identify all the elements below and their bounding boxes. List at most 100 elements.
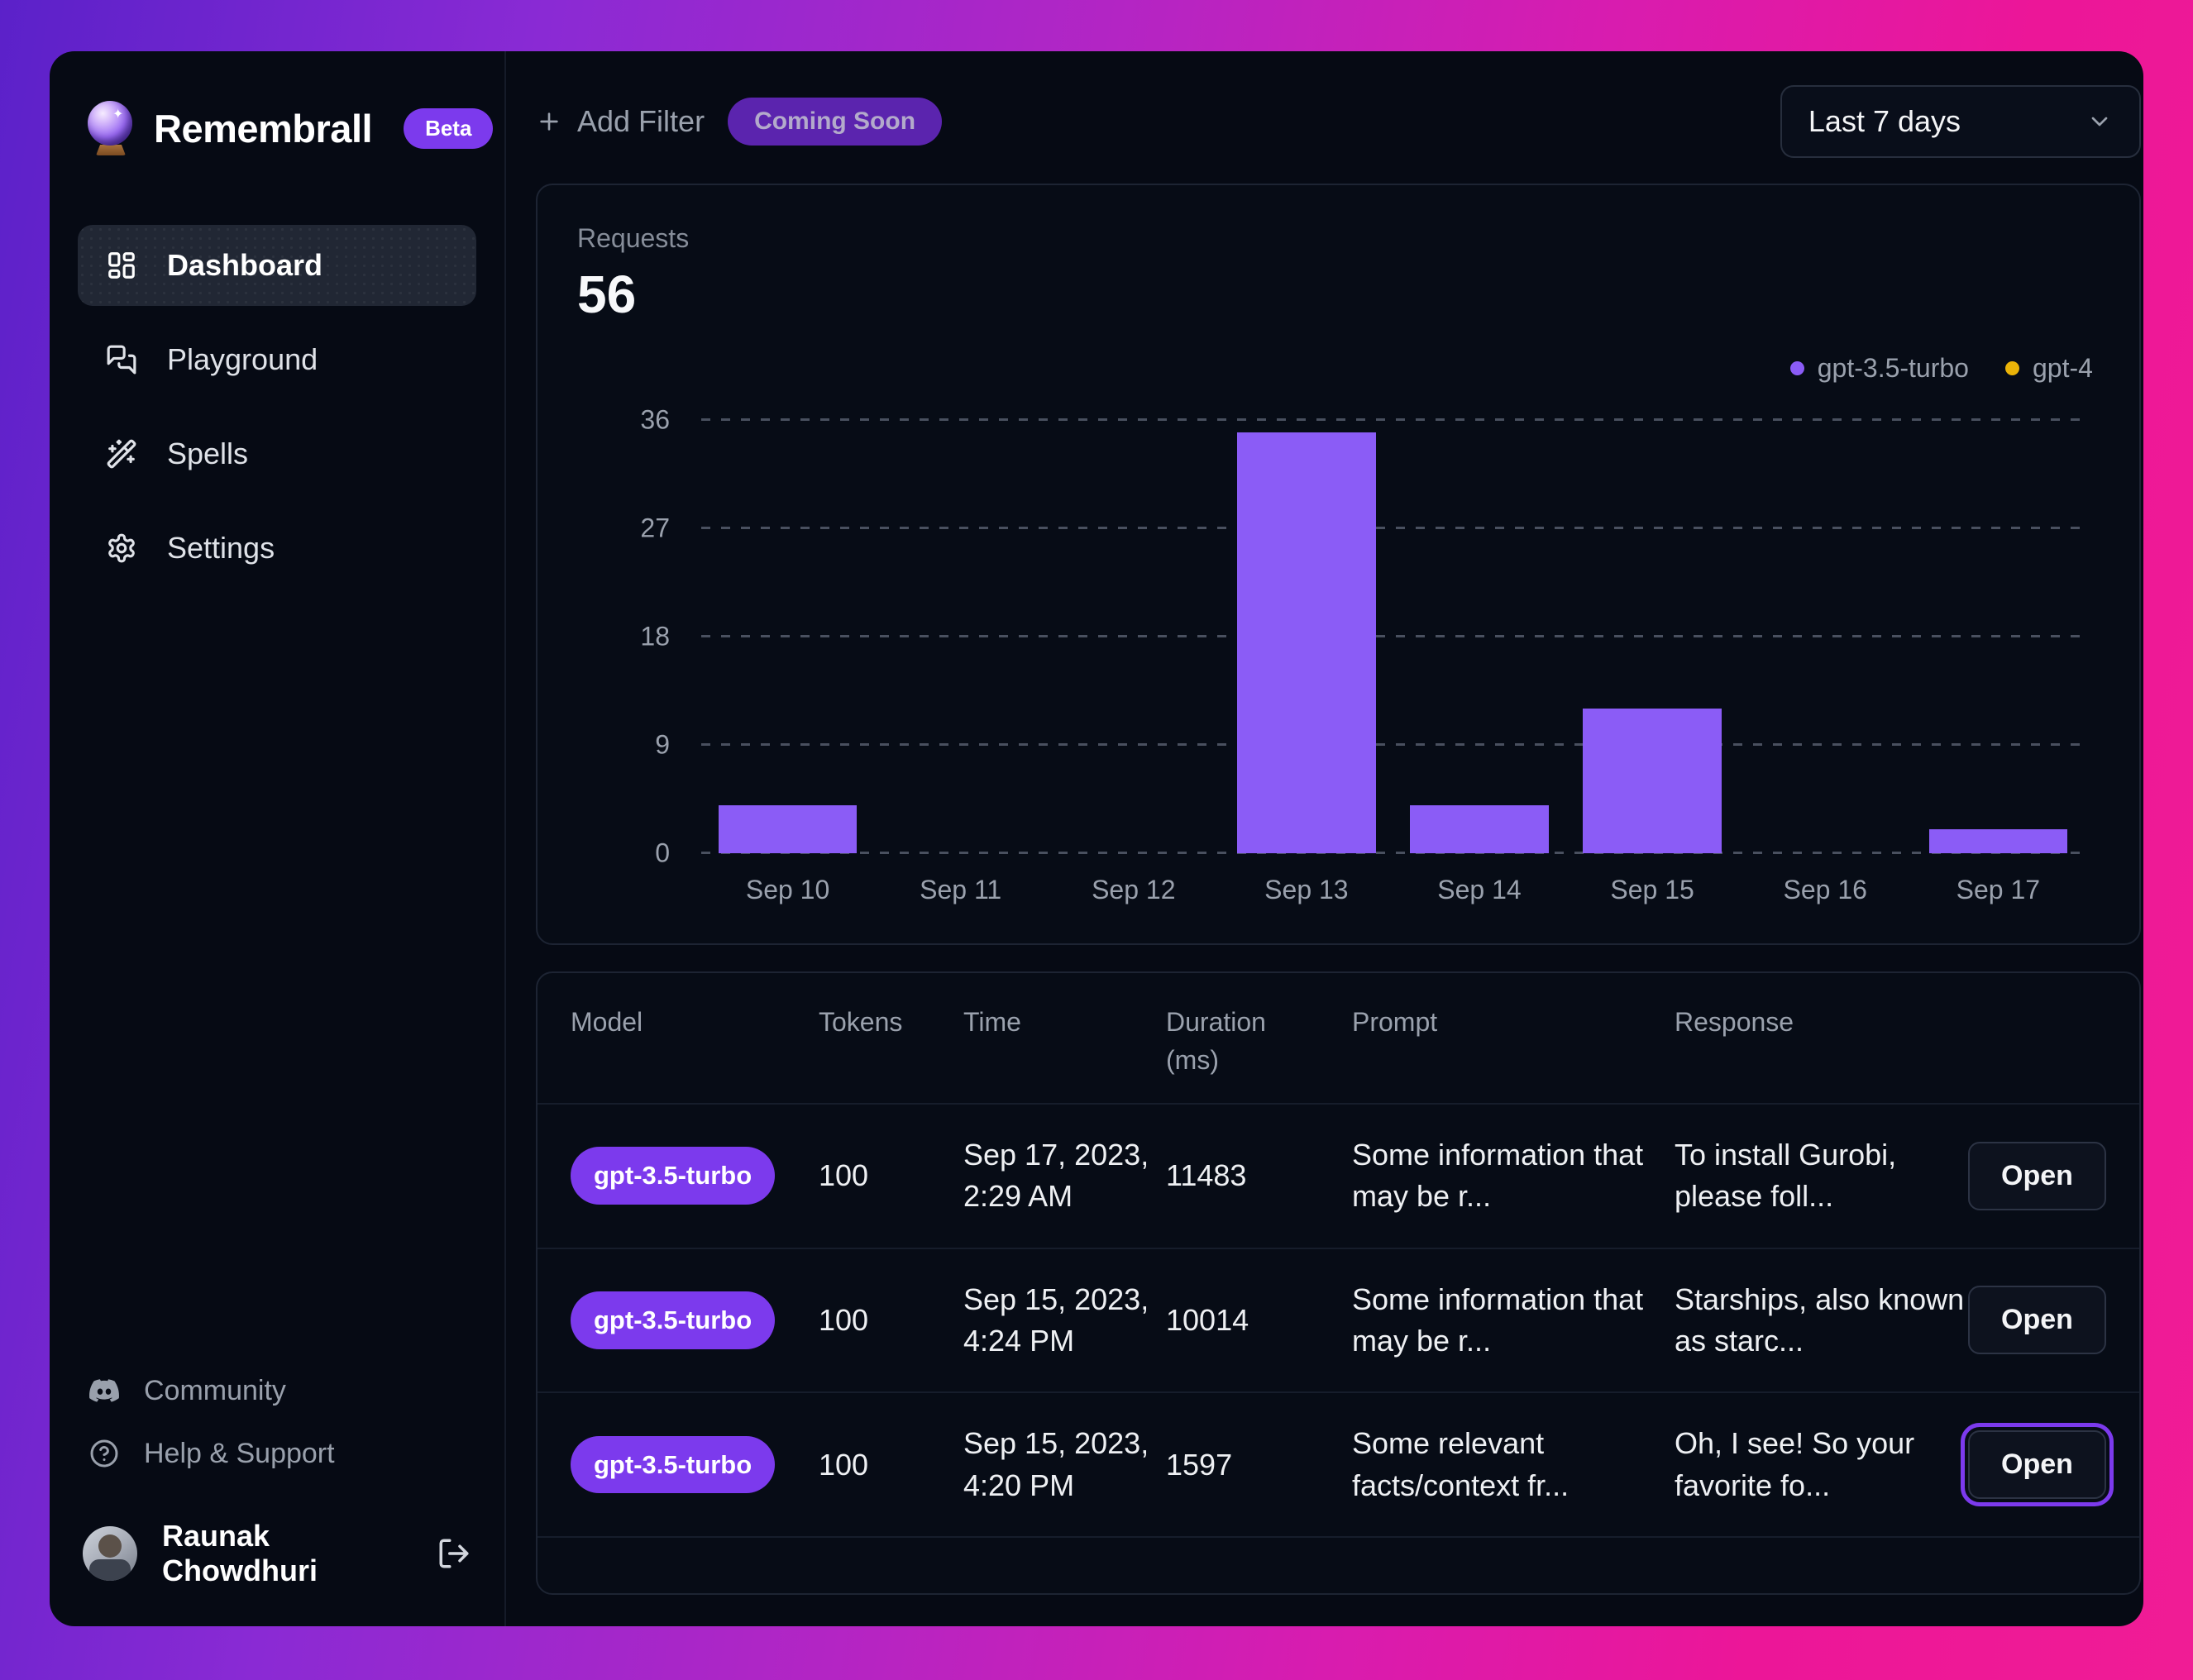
avatar	[83, 1526, 137, 1581]
open-button[interactable]: Open	[1968, 1141, 2106, 1210]
playground-icon	[107, 345, 136, 375]
prompt-cell: Some relevant facts/context fr...	[1352, 1426, 1570, 1502]
sidebar-item-label: Settings	[167, 531, 275, 565]
legend-dot	[2004, 361, 2019, 375]
table-row: gpt-3.5-turbo 100 Sep 15, 2023, 4:20 PM …	[538, 1391, 2139, 1536]
chart-x-axis: Sep 10 Sep 11 Sep 12 Sep 13 Sep 14 Sep 15 Sep …	[701, 875, 2085, 905]
beta-badge: Beta	[404, 107, 494, 149]
x-axis-tick: Sep 11	[920, 875, 1002, 904]
table-row-partial	[538, 1536, 2139, 1558]
sidebar-item-label: Dashboard	[167, 248, 323, 282]
sidebar-footer: Community Help & Support Raunak Chowdhur…	[78, 1362, 476, 1593]
x-axis-tick: Sep 10	[745, 875, 830, 904]
gridline	[701, 418, 2085, 421]
logout-icon[interactable]	[437, 1536, 471, 1571]
column-header-response: Response	[1675, 1007, 1794, 1037]
app-window: Remembrall Beta Dashboard Playground Spe…	[50, 51, 2143, 1626]
sidebar-nav: Dashboard Playground Spells Settings	[78, 225, 476, 589]
duration-cell: 1597	[1166, 1447, 1233, 1482]
gridline	[701, 743, 2085, 746]
user-row: Raunak Chowdhuri	[78, 1519, 476, 1593]
sidebar-item-settings[interactable]: Settings	[78, 508, 476, 589]
open-button[interactable]: Open	[1961, 1423, 2114, 1507]
sidebar-item-label: Spells	[167, 437, 249, 470]
add-filter-label: Add Filter	[577, 104, 705, 138]
y-axis-tick: 27	[640, 513, 670, 543]
tokens-cell: 100	[819, 1302, 869, 1337]
table-row: gpt-3.5-turbo 100 Sep 15, 2023, 4:24 PM …	[538, 1247, 2139, 1392]
legend-item-gpt4: gpt-4	[2004, 353, 2093, 384]
model-badge: gpt-3.5-turbo	[571, 1147, 776, 1205]
table-header: Model Tokens Time Duration (ms) Prompt R…	[538, 973, 2139, 1103]
chart-bar	[1410, 804, 1549, 853]
sidebar: Remembrall Beta Dashboard Playground Spe…	[50, 51, 506, 1626]
sidebar-item-playground[interactable]: Playground	[78, 319, 476, 400]
x-axis-tick: Sep 13	[1264, 875, 1349, 904]
model-badge: gpt-3.5-turbo	[571, 1436, 776, 1494]
y-axis-tick: 9	[655, 729, 670, 760]
column-header-duration: Duration (ms)	[1166, 1007, 1266, 1076]
dashboard-icon	[108, 252, 135, 279]
prompt-cell: Some information that may be r...	[1352, 1137, 1644, 1214]
chart-plot: 0 9 18 27 36	[640, 405, 2085, 868]
sidebar-item-dashboard[interactable]: Dashboard	[78, 225, 476, 306]
date-range-select[interactable]: Last 7 days	[1780, 85, 2141, 158]
chart-bar	[1583, 709, 1722, 853]
requests-table-card: Model Tokens Time Duration (ms) Prompt R…	[536, 971, 2141, 1595]
sidebar-item-spells[interactable]: Spells	[78, 413, 476, 494]
chart-bar	[1928, 828, 2067, 853]
response-cell: To install Gurobi, please foll...	[1675, 1137, 1897, 1214]
requests-chart-card: Requests 56 gpt-3.5-turbo gpt-4 0 9 18 27 36…	[536, 184, 2141, 945]
gridline	[701, 852, 2085, 854]
x-axis-tick: Sep 16	[1783, 875, 1867, 904]
y-axis-tick: 0	[655, 838, 670, 868]
x-axis-tick: Sep 14	[1437, 875, 1522, 904]
x-axis-tick: Sep 12	[1092, 875, 1176, 904]
help-icon	[90, 1439, 118, 1468]
duration-cell: 10014	[1166, 1302, 1249, 1337]
crystal-ball-logo	[86, 101, 134, 155]
column-header-tokens: Tokens	[819, 1007, 903, 1037]
duration-cell: 11483	[1166, 1157, 1247, 1192]
sidebar-item-community[interactable]: Community	[78, 1362, 476, 1420]
sidebar-item-label: Help & Support	[144, 1437, 335, 1469]
gridline	[701, 527, 2085, 529]
chart-bar	[718, 804, 858, 853]
date-range-value: Last 7 days	[1808, 104, 1961, 138]
sidebar-item-label: Community	[144, 1374, 286, 1406]
x-axis-tick: Sep 15	[1610, 875, 1694, 904]
response-cell: Starships, also known as starc...	[1675, 1281, 1965, 1358]
gridline	[701, 635, 2085, 637]
model-badge: gpt-3.5-turbo	[571, 1291, 776, 1349]
add-filter-button[interactable]: Add Filter	[536, 104, 705, 139]
tokens-cell: 100	[819, 1447, 869, 1482]
legend-label: gpt-4	[2032, 353, 2093, 383]
sidebar-item-help[interactable]: Help & Support	[78, 1425, 476, 1482]
main-content: Add Filter Coming Soon Last 7 days Reque…	[506, 51, 2143, 1626]
chart-bar	[1237, 432, 1376, 853]
y-axis-tick: 18	[640, 621, 670, 651]
x-axis-tick: Sep 17	[1956, 875, 2041, 904]
response-cell: Oh, I see! So your favorite fo...	[1675, 1426, 1915, 1502]
wand-icon	[107, 439, 136, 469]
chart-legend: gpt-3.5-turbo gpt-4	[577, 353, 2100, 384]
tokens-cell: 100	[819, 1157, 869, 1192]
legend-dot	[1789, 361, 1804, 375]
time-cell: Sep 15, 2023, 4:24 PM	[963, 1281, 1149, 1358]
column-header-model: Model	[571, 1007, 643, 1037]
gear-icon	[108, 533, 135, 563]
time-cell: Sep 17, 2023, 2:29 AM	[963, 1137, 1149, 1214]
chevron-down-icon	[2091, 117, 2108, 126]
brand-name: Remembrall	[154, 106, 373, 150]
sidebar-item-label: Playground	[167, 342, 318, 376]
legend-label: gpt-3.5-turbo	[1817, 353, 1969, 383]
discord-icon	[89, 1379, 119, 1402]
coming-soon-badge: Coming Soon	[728, 98, 943, 146]
y-axis-tick: 36	[640, 404, 670, 435]
table-row: gpt-3.5-turbo 100 Sep 17, 2023, 2:29 AM …	[538, 1102, 2139, 1248]
column-header-time: Time	[963, 1007, 1021, 1037]
time-cell: Sep 15, 2023, 4:20 PM	[963, 1426, 1149, 1502]
filter-bar: Add Filter Coming Soon Last 7 days	[536, 84, 2141, 159]
open-button[interactable]: Open	[1968, 1286, 2106, 1355]
